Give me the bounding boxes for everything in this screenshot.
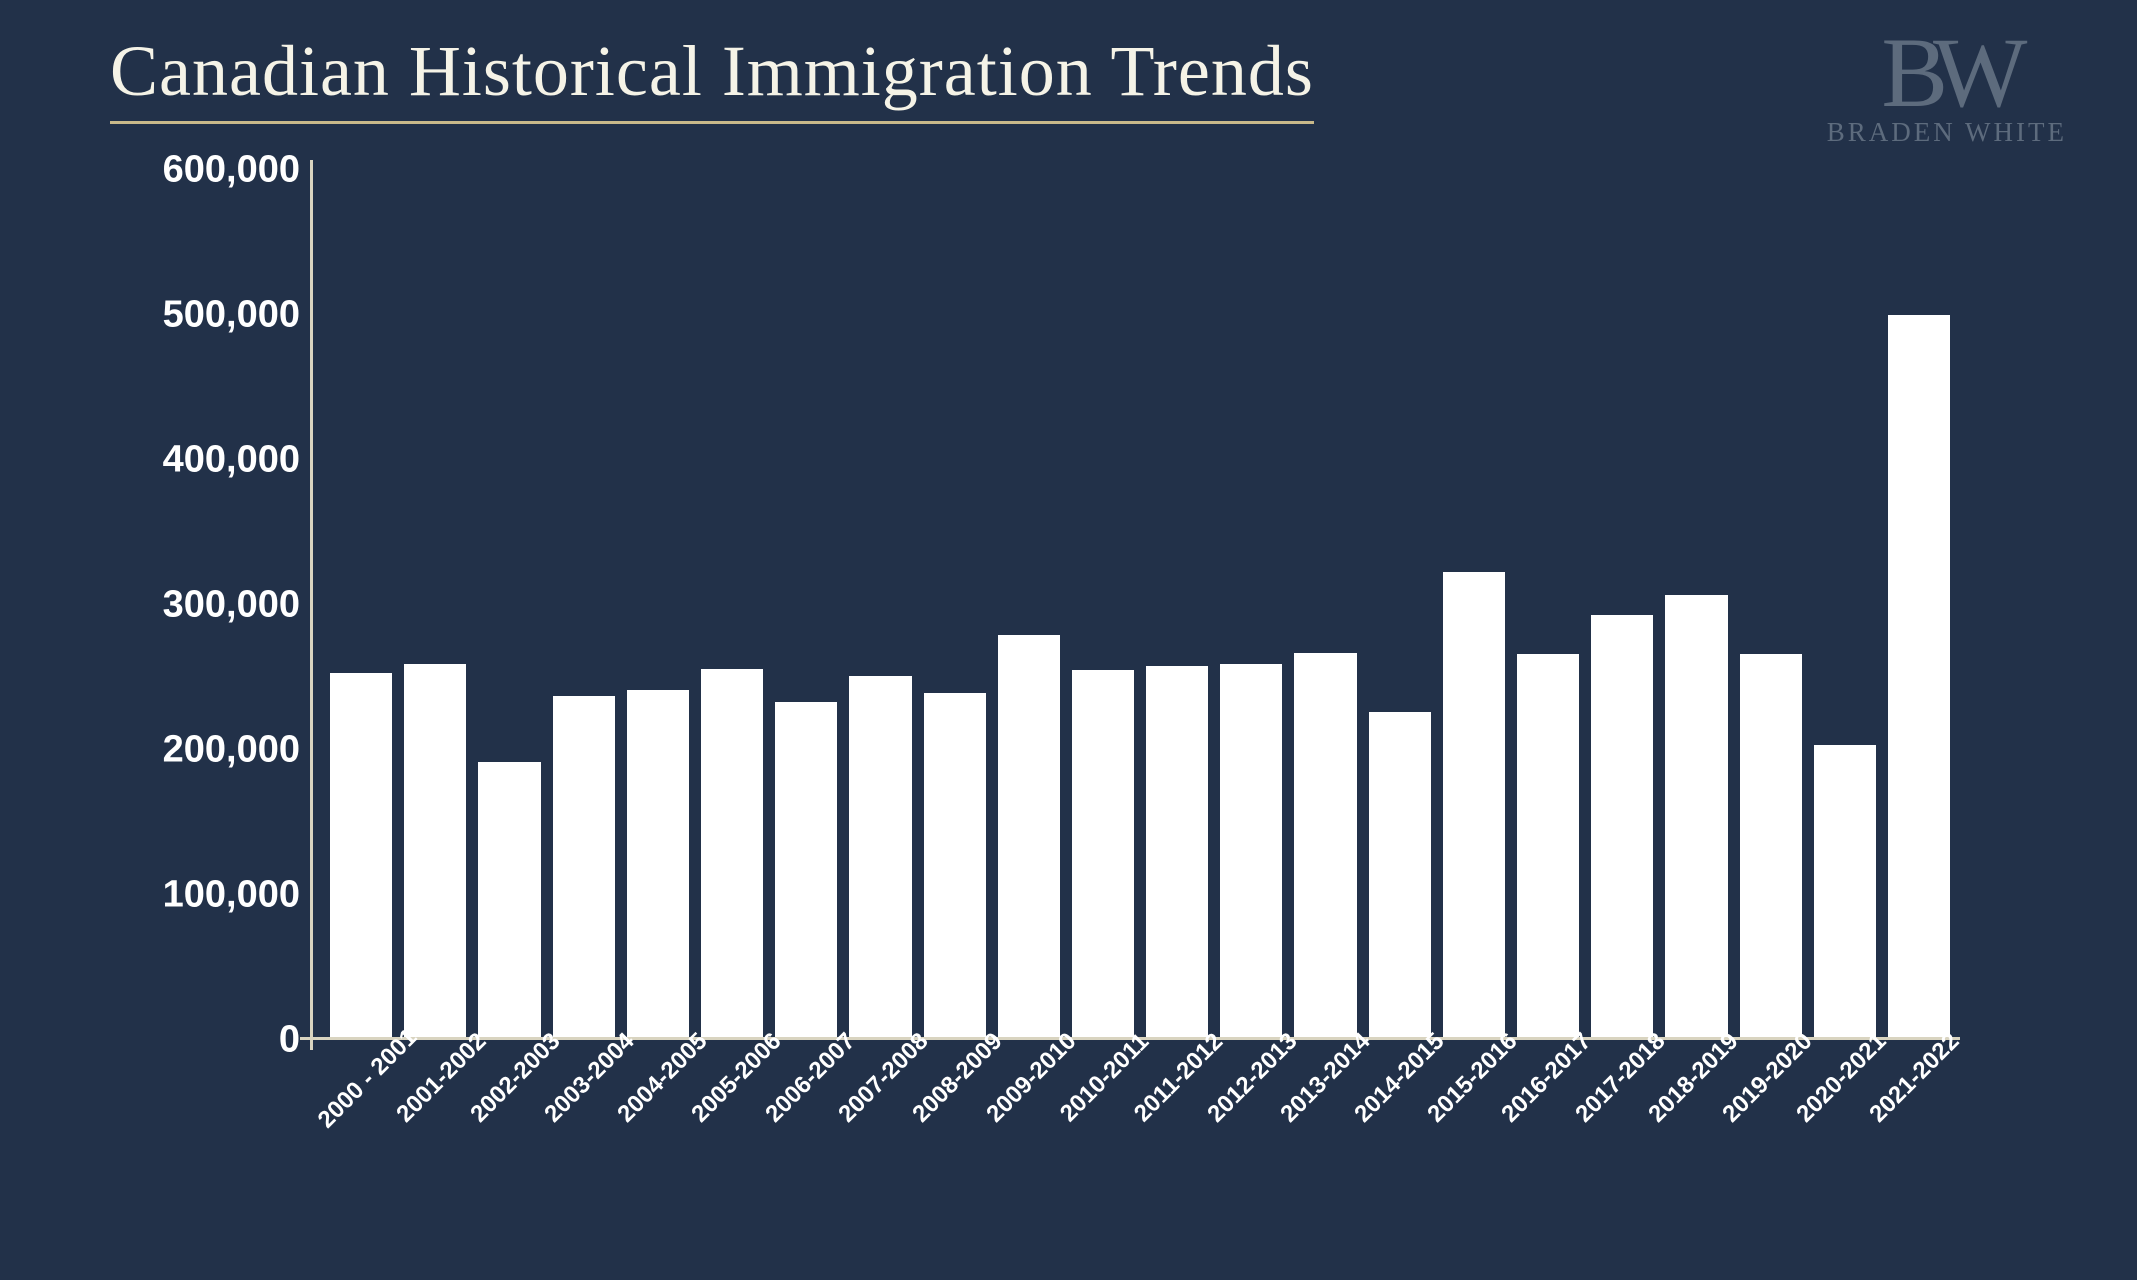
y-tick-label: 200,000 [163,729,300,772]
x-tick-label: 2005-2006 [698,1050,772,1210]
x-tick-label: 2020-2021 [1803,1050,1877,1210]
bar [1517,654,1579,1037]
x-tick-label: 2015-2016 [1435,1050,1509,1210]
x-tick-label: 2006-2007 [772,1050,846,1210]
bar [627,690,689,1037]
bar [330,673,392,1037]
bar [1220,664,1282,1037]
y-tick-label: 400,000 [163,439,300,482]
logo-initials: BW [1827,30,2067,115]
x-tick-label: 2018-2019 [1656,1050,1730,1210]
bar [998,635,1060,1037]
bar [849,676,911,1037]
y-tick-label: 0 [279,1019,300,1062]
bar [553,696,615,1037]
bar [1146,666,1208,1037]
bar [1591,615,1653,1037]
x-tick-label: 2004-2005 [625,1050,699,1210]
x-tick-label: 2014-2015 [1361,1050,1435,1210]
bar [701,669,763,1037]
x-tick-label: 2000 - 2001 [330,1050,404,1210]
bar [1294,653,1356,1037]
x-tick-label: 2007-2008 [845,1050,919,1210]
y-tick-label: 300,000 [163,584,300,627]
y-axis-line [310,160,313,1050]
bar [924,693,986,1037]
bar [1888,315,1950,1038]
logo-name: BRADEN WHITE [1827,117,2067,148]
bar [1665,595,1727,1037]
y-tick-label: 100,000 [163,874,300,917]
chart-container: Canadian Historical Immigration Trends B… [0,0,2137,1280]
x-tick-label: 2019-2020 [1729,1050,1803,1210]
x-tick-label: 2009-2010 [993,1050,1067,1210]
x-tick-label: 2002-2003 [477,1050,551,1210]
x-tick-label: 2016-2017 [1508,1050,1582,1210]
bar [1740,654,1802,1037]
x-tick-label: 2003-2004 [551,1050,625,1210]
x-tick-label: 2011-2012 [1140,1050,1214,1210]
y-tick-label: 600,000 [163,149,300,192]
bar [1814,745,1876,1037]
bar [478,762,540,1037]
x-tick-label: 2013-2014 [1287,1050,1361,1210]
x-axis-labels: 2000 - 20012001-20022002-20032003-200420… [330,1050,1950,1210]
bar [1443,572,1505,1037]
bar [775,702,837,1037]
bars-group [330,170,1950,1037]
y-axis-labels: 0100,000200,000300,000400,000500,000600,… [130,170,300,1040]
x-tick-label: 2012-2013 [1214,1050,1288,1210]
y-tick-label: 500,000 [163,294,300,337]
bar [404,664,466,1037]
x-tick-label: 2017-2018 [1582,1050,1656,1210]
bar [1072,670,1134,1037]
x-tick-label: 2010-2011 [1066,1050,1140,1210]
chart-plot-area [310,170,1950,1040]
bar [1369,712,1431,1037]
x-tick-label: 2021-2022 [1876,1050,1950,1210]
chart-title: Canadian Historical Immigration Trends [110,30,1314,124]
x-tick-label: 2001-2002 [404,1050,478,1210]
logo: BW BRADEN WHITE [1827,30,2067,148]
x-tick-label: 2008-2009 [919,1050,993,1210]
